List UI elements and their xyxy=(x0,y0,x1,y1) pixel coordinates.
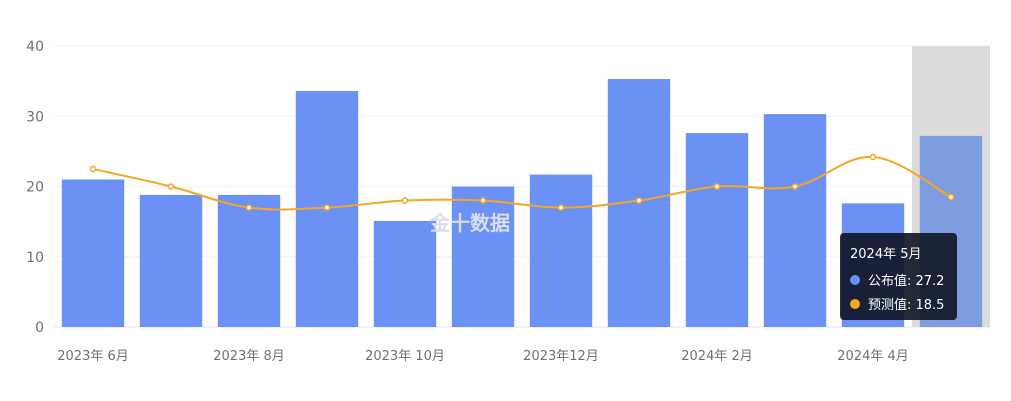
y-tick-label: 30 xyxy=(26,109,44,125)
tooltip-forecast-value: 预测值: 18.5 xyxy=(868,298,945,313)
line-point[interactable] xyxy=(947,193,955,201)
line-point[interactable] xyxy=(791,183,799,190)
tooltip-dot-published xyxy=(850,274,860,285)
line-point[interactable] xyxy=(167,183,175,190)
forecast-line xyxy=(92,155,952,211)
line-point[interactable] xyxy=(89,165,97,173)
x-tick-label: 2024年 4月 xyxy=(837,349,909,364)
tooltip-published-value: 公布值: 27.2 xyxy=(868,274,945,289)
tooltip-row: 预测值: 18.5 xyxy=(850,294,947,313)
x-axis-ticks: 2023年 6月 2023年 8月 2023年 10月 2023年12月 2024年 2… xyxy=(57,349,909,364)
bar[interactable] xyxy=(217,194,281,327)
bar[interactable] xyxy=(685,133,749,327)
line-series[interactable] xyxy=(89,153,955,211)
x-tick-label: 2024年 2月 xyxy=(681,349,753,364)
line-point[interactable] xyxy=(869,153,877,161)
y-axis-ticks: 0 10 20 30 40 xyxy=(26,39,44,336)
watermark-text: 金十数据 xyxy=(429,211,510,235)
bar[interactable] xyxy=(373,220,437,327)
chart-tooltip: 2024年 5月 公布值: 27.2 预测值: 18.5 xyxy=(840,233,957,320)
x-tick-label: 2023年 10月 xyxy=(365,349,445,364)
y-tick-label: 20 xyxy=(26,180,44,196)
line-point[interactable] xyxy=(713,183,721,190)
grid-lines xyxy=(54,45,990,328)
bar[interactable] xyxy=(61,179,125,327)
line-point[interactable] xyxy=(323,204,331,211)
line-point[interactable] xyxy=(557,204,565,211)
bar[interactable] xyxy=(763,114,827,327)
y-tick-label: 0 xyxy=(35,320,44,336)
tooltip-title: 2024年 5月 xyxy=(850,247,922,262)
y-tick-label: 10 xyxy=(26,250,44,266)
line-point[interactable] xyxy=(245,204,253,211)
bar[interactable] xyxy=(139,194,203,327)
line-point[interactable] xyxy=(635,197,643,204)
x-tick-label: 2023年12月 xyxy=(523,349,599,364)
tooltip-row: 公布值: 27.2 xyxy=(850,270,947,289)
bar[interactable] xyxy=(451,186,515,328)
bar[interactable] xyxy=(529,174,593,327)
line-point[interactable] xyxy=(401,197,409,204)
x-tick-label: 2023年 6月 xyxy=(57,349,129,364)
tooltip-dot-forecast xyxy=(850,298,860,309)
line-point[interactable] xyxy=(479,197,487,204)
x-tick-label: 2023年 8月 xyxy=(213,349,285,364)
y-tick-label: 40 xyxy=(26,39,44,55)
